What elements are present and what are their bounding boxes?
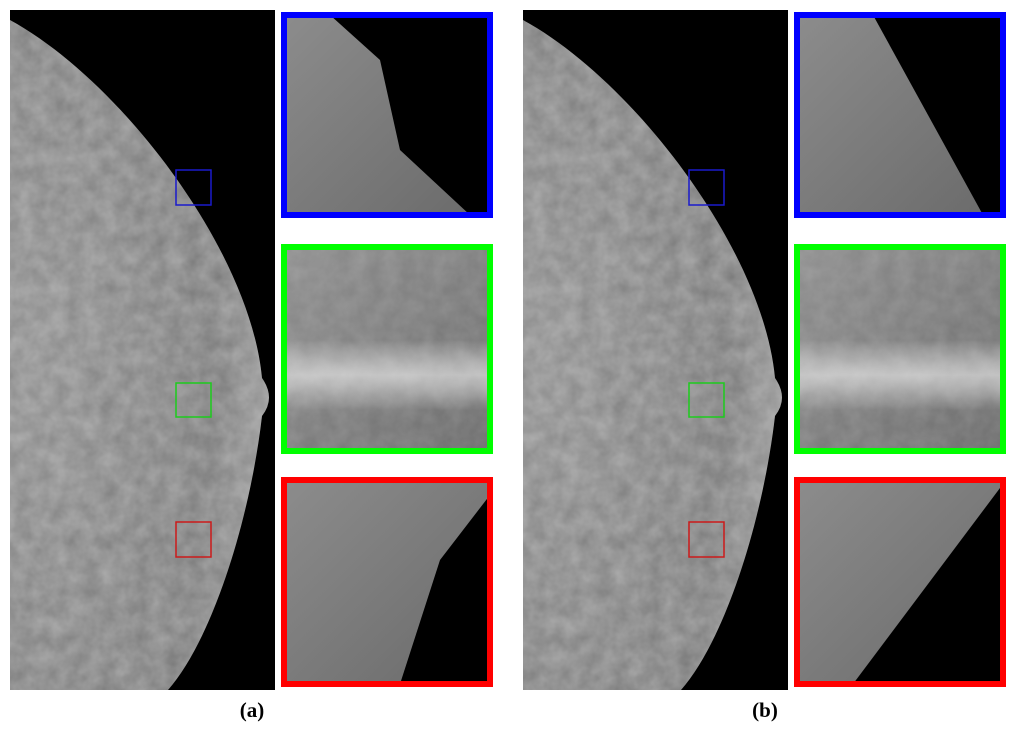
caption: (a) xyxy=(240,698,265,722)
panel-a: (a) xyxy=(10,10,490,722)
figure: (a) (b) xyxy=(0,0,1011,729)
caption: (b) xyxy=(752,698,778,722)
panel-b: (b) xyxy=(523,10,1003,722)
